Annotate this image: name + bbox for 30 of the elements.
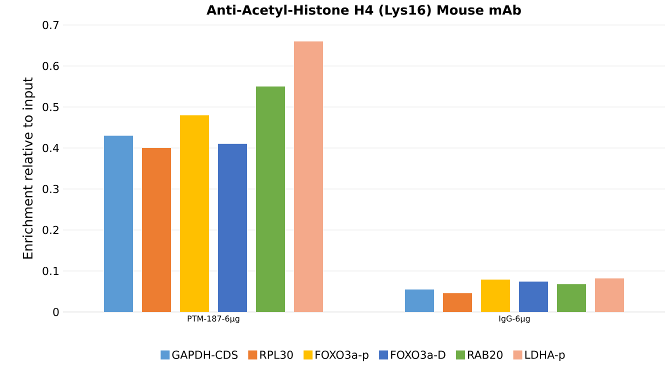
y-tick-label: 0.3: [42, 184, 59, 194]
y-tick-label: 0.6: [42, 62, 59, 70]
chart-title: Anti-Acetyl-Histone H4 (Lys16) Mouse mAb: [206, 4, 521, 18]
bar: [519, 282, 548, 312]
y-axis-title: Enrichment relative to input: [22, 77, 36, 259]
legend-label: FOXO3a-D: [391, 350, 446, 359]
bar: [481, 280, 510, 312]
bar: [180, 115, 210, 312]
y-tick-label: 0.7: [42, 20, 59, 30]
x-tick-label: PTM-187-6μg: [188, 316, 240, 324]
bar: [142, 148, 172, 312]
y-tick-label: 0.1: [42, 266, 58, 276]
bar: [443, 293, 472, 312]
y-tick-label: 0: [53, 308, 59, 316]
bar: [595, 278, 624, 312]
legend-label: RPL30: [260, 350, 293, 359]
legend-label: LDHA-p: [525, 350, 565, 362]
bar: [218, 144, 248, 312]
y-tick-label: 0.5: [42, 102, 59, 112]
y-tick-label: 0.2: [42, 226, 58, 234]
bar: [405, 289, 434, 312]
bar: [294, 41, 324, 312]
bar: [104, 136, 134, 312]
legend-label: FOXO3a-p: [316, 350, 368, 362]
bar: [557, 284, 586, 312]
legend-label: GAPDH-CDS: [172, 350, 238, 359]
bar: [256, 86, 286, 312]
legend-label: RAB20: [468, 350, 503, 359]
y-tick-label: 0.4: [42, 144, 59, 152]
x-tick-label: IgG-6μg: [499, 316, 530, 324]
